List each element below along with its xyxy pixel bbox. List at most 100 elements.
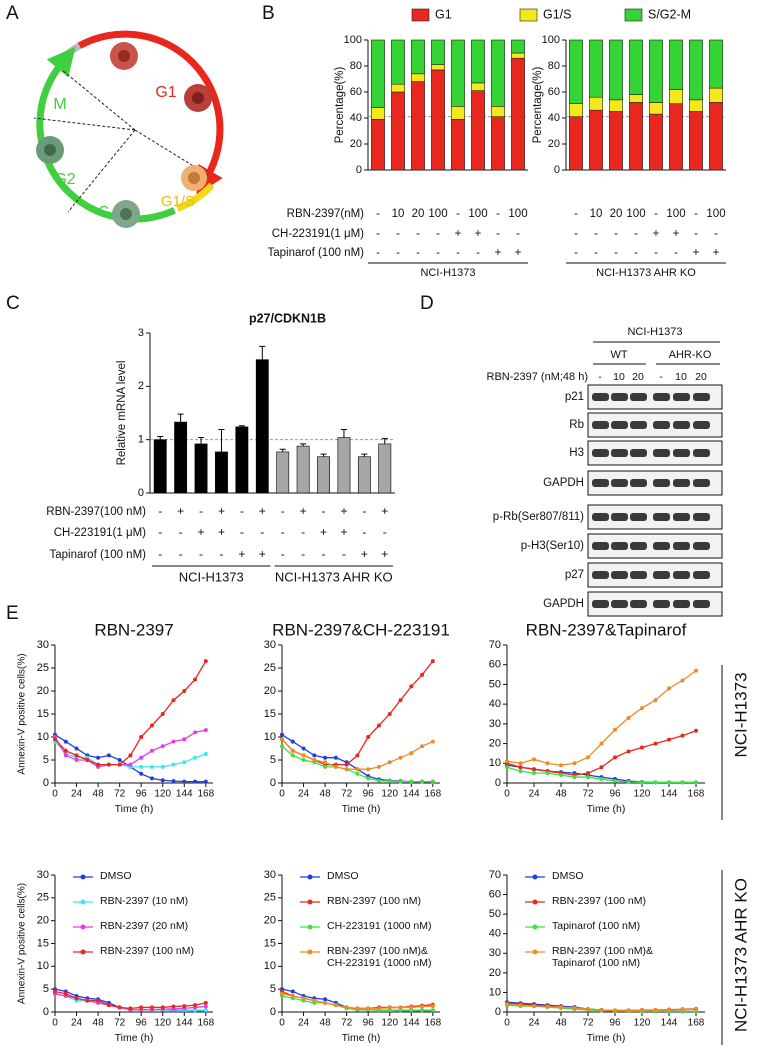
x-tick-label: 168	[688, 1018, 705, 1029]
phase-label: M	[53, 96, 66, 113]
bar-segment	[391, 39, 405, 85]
group-label: WT	[610, 349, 627, 361]
treatment-value: -	[396, 247, 400, 259]
treatment-label: RBN-2397 (nM;48 h)	[487, 371, 589, 383]
band	[611, 542, 628, 550]
treatment-value: +	[198, 525, 205, 539]
treatment-value: +	[475, 228, 482, 240]
data-point	[290, 739, 295, 744]
treatment-value: -	[199, 504, 203, 518]
data-point	[323, 755, 328, 760]
data-point	[518, 761, 523, 766]
error-bar	[320, 453, 327, 457]
data-point	[96, 755, 101, 760]
data-point	[344, 762, 349, 767]
y-tick-label: 70	[489, 869, 501, 881]
data-point	[398, 698, 403, 703]
bar-segment	[491, 39, 505, 107]
data-point	[532, 1004, 536, 1009]
x-tick-label: 168	[424, 789, 441, 800]
x-tick-label: 72	[341, 789, 353, 800]
x-tick-label: 120	[634, 1018, 651, 1029]
y-tick-label: 60	[489, 888, 501, 900]
bar-segment	[569, 116, 583, 171]
data-point	[333, 764, 338, 769]
data-point	[430, 739, 435, 744]
data-point	[653, 780, 658, 785]
band	[630, 542, 647, 550]
treatment-value: -	[342, 547, 346, 561]
data-point	[182, 779, 187, 784]
data-point	[333, 1003, 338, 1008]
treatment-value: +	[320, 525, 327, 539]
bar-segment	[391, 83, 405, 93]
legend-marker	[80, 874, 86, 880]
band	[693, 393, 710, 401]
legend-marker	[532, 924, 538, 930]
x-tick-label: 0	[52, 789, 58, 800]
data-point	[505, 1002, 509, 1007]
treatment-value: +	[259, 547, 266, 561]
legend-label: CH-223191 (1000 nM)	[327, 920, 432, 932]
data-point	[171, 739, 176, 744]
bar-segment	[609, 99, 623, 112]
bar	[215, 451, 228, 494]
bar	[174, 421, 188, 494]
band	[611, 600, 628, 608]
data-point	[160, 764, 165, 769]
x-tick-label: 0	[279, 1018, 285, 1029]
legend-label: DMSO	[100, 870, 132, 882]
blot-row-label: Rb	[569, 419, 584, 431]
data-point	[586, 1007, 590, 1012]
y-tick-label: 0	[270, 1006, 276, 1018]
data-point	[640, 706, 644, 711]
data-point	[366, 1006, 371, 1011]
data-point	[409, 779, 414, 784]
x-tick-label: 48	[555, 789, 567, 800]
x-tick-label: 168	[197, 789, 214, 800]
blot-row-label: H3	[569, 447, 584, 459]
treatment-value: -	[322, 504, 326, 518]
data-point	[532, 757, 536, 762]
data-point	[203, 728, 208, 733]
data-point	[344, 1005, 349, 1010]
legend-entry: RBN-2397 (10 nM)	[100, 895, 188, 907]
x-tick-label: 144	[661, 789, 678, 800]
band	[693, 421, 710, 429]
bar-segment	[511, 57, 525, 171]
data-point	[640, 1008, 644, 1013]
legend-entry: RBN-2397 (100 nM)	[552, 895, 646, 907]
y-tick-label: 5	[43, 754, 49, 766]
data-point	[149, 1005, 154, 1010]
data-point	[387, 779, 392, 784]
data-point	[680, 678, 685, 683]
bar	[235, 426, 249, 494]
treatment-value: -	[281, 504, 285, 518]
treatment-value: -	[362, 525, 366, 539]
data-point	[312, 753, 317, 758]
data-point	[106, 753, 111, 758]
data-point	[626, 715, 631, 720]
legend-marker	[307, 874, 313, 880]
treatment-label: Tapinarof (100 nM)	[267, 247, 364, 259]
bar-segment	[709, 39, 723, 89]
bar-segment	[431, 69, 445, 171]
bar-segment	[649, 102, 663, 115]
treatment-value: +	[713, 247, 720, 259]
treatment-value: -	[179, 547, 183, 561]
y-tick-label: 80	[548, 60, 560, 72]
y-tick-label: 30	[37, 639, 49, 651]
data-point	[106, 762, 111, 767]
band	[630, 449, 647, 457]
y-tick-label: 20	[264, 685, 276, 697]
treatment-value: +	[218, 525, 225, 539]
legend-entry: RBN-2397 (100 nM)	[327, 895, 421, 907]
data-point	[613, 779, 617, 784]
band	[611, 449, 628, 457]
data-point	[323, 760, 328, 765]
y-tick-label: 100	[542, 34, 560, 46]
legend-entry: RBN-2397 (100 nM)	[100, 945, 194, 957]
data-point	[653, 741, 658, 746]
x-axis-label: Time (h)	[587, 803, 626, 815]
treatment-value: -	[574, 208, 578, 220]
